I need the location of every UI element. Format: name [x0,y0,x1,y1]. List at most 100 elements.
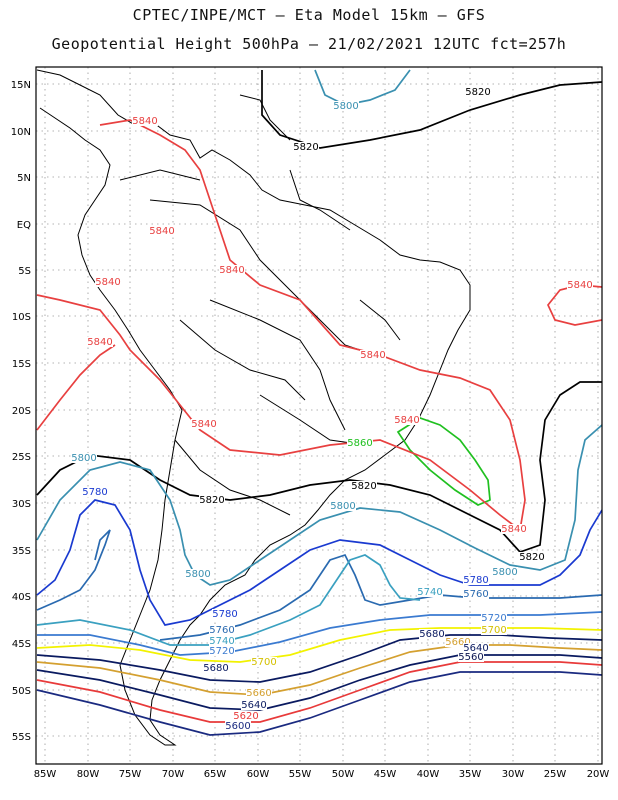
lon-tick-label: 50W [332,769,355,780]
contour-label-bg [71,453,97,463]
lat-tick-label: 5S [18,266,31,277]
contour-5760-b [159,553,602,641]
contour-5640 [36,654,602,711]
lon-tick-label: 20W [587,769,610,780]
latitude-labels: 15N 10N 5N EQ 5S 10S 15S 20S 25S 30S 35S 40S 45S 50S 5… [11,80,31,743]
contour-label-bg [212,609,238,619]
contour-5840-d [36,344,116,431]
contour-label: 5840 [87,337,112,348]
contour-label-bg [82,487,108,497]
lat-tick-label: 15N [11,80,31,91]
contour-label-bg [481,613,507,623]
contour-label: 5560 [458,652,483,663]
contour-label-bg [87,337,113,347]
contour-label-bg [132,116,158,126]
contour-label: 5840 [132,116,157,127]
contour-label: 5760 [463,589,488,600]
contour-label: 5840 [394,415,419,426]
contour-label: 5840 [360,350,385,361]
contour-label-bg [481,625,507,635]
chart-subtitle: Geopotential Height 500hPa – 21/02/2021 … [51,35,567,53]
contour-5620 [36,661,602,723]
contour-label: 5800 [185,569,210,580]
contour-label: 5840 [501,524,526,535]
contour-5840-b [36,294,521,531]
contour-label: 5700 [481,625,506,636]
contour-label-bg [463,589,489,599]
map-frame [35,66,603,765]
contour-label-bg [246,688,272,698]
lat-tick-label: 50S [12,686,31,697]
contour-label-bg [347,438,373,448]
contour-5780 [36,499,602,626]
contour-label-bg [95,277,121,287]
contour-label-bg [501,524,527,534]
contour-label: 5840 [95,277,120,288]
contour-label: 5820 [199,495,224,506]
lat-tick-label: 55S [12,732,31,743]
contour-5680 [36,634,602,683]
lat-tick-label: 10N [11,127,31,138]
contour-label: 5820 [293,142,318,153]
contour-5860 [396,417,491,506]
contour-label-bg [241,700,267,710]
contour-label: 5780 [82,487,107,498]
contour-label: 5780 [212,609,237,620]
contour-label-bg [225,721,251,731]
contour-label: 5660 [445,637,470,648]
contour-label: 5840 [149,226,174,237]
lon-tick-label: 75W [119,769,142,780]
contour-label: 5720 [481,613,506,624]
contour-label: 5820 [519,552,544,563]
contour-label-bg [203,663,229,673]
contour-label-bg [463,643,489,653]
lat-tick-label: 40S [12,592,31,603]
contour-label: 5640 [241,700,266,711]
contour-5840-c [547,284,602,326]
contour-label: 5660 [246,688,271,699]
contour-label-bg [209,646,235,656]
contour-label-bg [465,87,491,97]
contour-label-bg [333,101,359,111]
contour-label-bg [191,419,217,429]
contour-label: 5840 [191,419,216,430]
contour-label-bg [209,625,235,635]
contour-label: 5620 [233,711,258,722]
lat-tick-label: 25S [12,452,31,463]
contour-label-bg [199,495,225,505]
lat-tick-label: 45S [12,639,31,650]
lon-tick-label: 85W [34,769,57,780]
lat-tick-label: 20S [12,406,31,417]
contour-label-bg [149,226,175,236]
lon-tick-label: 65W [204,769,227,780]
contour-label-bg [519,552,545,562]
contour-label: 5800 [333,101,358,112]
contour-label: 5700 [251,657,276,668]
lon-tick-label: 30W [502,769,525,780]
contour-5820-a [261,70,602,149]
contour-label: 5800 [71,453,96,464]
contour-label: 5680 [419,629,444,640]
lon-tick-label: 60W [247,769,270,780]
contour-label-bg [185,569,211,579]
contour-label: 5800 [330,501,355,512]
contour-5660 [36,644,602,696]
lon-tick-label: 25W [544,769,567,780]
contour-label-bg [492,567,518,577]
contour-label: 5840 [219,265,244,276]
contour-label-bg [445,637,471,647]
contour-label-bg [251,657,277,667]
map-grid [36,67,602,764]
contour-5800-b [36,424,602,586]
contour-label-bg [351,481,377,491]
contour-label: 5800 [492,567,517,578]
coastline [36,69,471,746]
contour-label: 5740 [417,587,442,598]
contour-label-bg [360,350,386,360]
contour-5820-b [36,381,602,553]
lon-tick-label: 70W [162,769,185,780]
contour-label: 5820 [351,481,376,492]
contour-label-bg [419,629,445,639]
